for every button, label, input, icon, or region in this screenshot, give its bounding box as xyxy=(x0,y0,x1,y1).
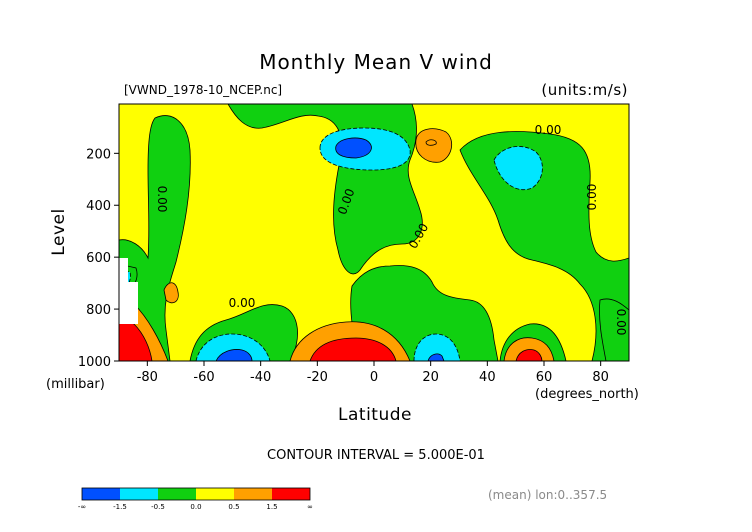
y-axis-label: Level xyxy=(49,208,69,255)
y-tick-label: 800 xyxy=(86,303,111,318)
y-tick-label: 400 xyxy=(86,199,111,214)
field-region-orange xyxy=(415,128,453,163)
colorbar-swatch xyxy=(120,488,158,500)
contour-label: 0.00 xyxy=(614,309,628,336)
colorbar-label: -∞ xyxy=(78,503,86,511)
x-axis-units: (degrees_north) xyxy=(535,387,639,402)
x-tick-label: -20 xyxy=(307,370,328,385)
colorbar-swatch xyxy=(196,488,234,500)
field-region-red xyxy=(309,337,397,361)
field-region-cyan xyxy=(195,333,271,361)
field-region-green xyxy=(459,131,629,361)
units-label: (units:m/s) xyxy=(541,81,628,99)
x-tick-label: -80 xyxy=(137,370,158,385)
x-axis-label: Latitude xyxy=(338,405,412,425)
y-axis-units: (millibar) xyxy=(46,377,105,392)
field-region-blue xyxy=(215,349,253,361)
colorbar: -∞ -1.5 -0.5 0.0 0.5 1.5 ∞ xyxy=(78,487,313,511)
mean-note: (mean) lon:0..357.5 xyxy=(488,488,607,502)
missing-data-area xyxy=(119,258,138,324)
colorbar-swatch xyxy=(272,488,310,500)
field-region-cyan xyxy=(413,333,461,361)
plot-area xyxy=(119,104,629,361)
x-tick-label: 60 xyxy=(536,370,553,385)
contour-loop xyxy=(425,139,437,146)
field-region-red xyxy=(515,349,543,361)
colorbar-label: 1.5 xyxy=(266,503,277,511)
colorbar-label: ∞ xyxy=(307,503,313,511)
field-region-orange xyxy=(163,282,179,304)
colorbar-swatch xyxy=(158,488,196,500)
x-tick-label: 40 xyxy=(479,370,496,385)
field-region-cyan xyxy=(493,146,543,190)
colorbar-swatch xyxy=(82,488,120,500)
colorbar-label: 0.5 xyxy=(228,503,239,511)
colorbar-label: -1.5 xyxy=(113,503,127,511)
x-tick-label: 0 xyxy=(370,370,378,385)
x-tick-label: 20 xyxy=(422,370,439,385)
x-tick-label: 80 xyxy=(592,370,609,385)
x-tick-label: -40 xyxy=(250,370,271,385)
field-region-blue xyxy=(335,137,372,159)
contour-label: 0.00 xyxy=(229,296,256,310)
x-tick-label: -60 xyxy=(193,370,214,385)
y-tick-label: 600 xyxy=(86,251,111,266)
colorbar-swatch xyxy=(234,488,272,500)
chart-title: Monthly Mean V wind xyxy=(259,50,493,74)
contour-label: 0.00 xyxy=(585,184,599,211)
file-label: [VWND_1978-10_NCEP.nc] xyxy=(124,83,282,97)
y-tick-label: 1000 xyxy=(78,355,111,370)
colorbar-frame xyxy=(81,487,311,501)
y-tick-label: 200 xyxy=(86,147,111,162)
x-axis: -80 -60 -40 -20 0 20 40 60 80 xyxy=(137,361,609,385)
contour-interval-label: CONTOUR INTERVAL = 5.000E-01 xyxy=(267,448,485,463)
field-region-blue xyxy=(427,353,445,361)
contour-label: 0.00 xyxy=(535,123,562,137)
colorbar-label: 0.0 xyxy=(190,503,201,511)
contour-label: 0.00 xyxy=(155,186,169,213)
y-axis: 200 400 600 800 1000 xyxy=(78,147,119,370)
colorbar-label: -0.5 xyxy=(151,503,165,511)
field-region-green xyxy=(599,298,629,361)
